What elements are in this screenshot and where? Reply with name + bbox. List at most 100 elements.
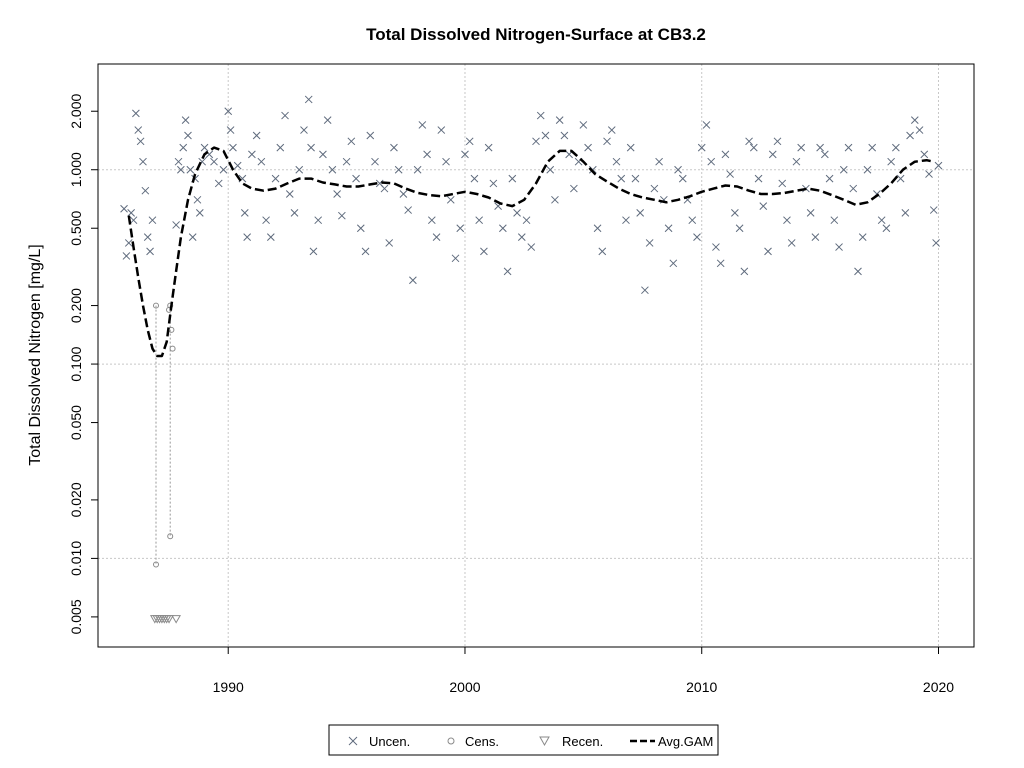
uncensored-point — [882, 224, 891, 233]
uncensored-point — [446, 195, 455, 204]
uncensored-point — [536, 111, 545, 120]
uncensored-point — [849, 184, 858, 193]
uncensored-point — [432, 233, 441, 241]
uncensored-point — [783, 216, 791, 225]
uncensored-point — [427, 216, 436, 225]
uncensored-point — [731, 208, 739, 217]
uncensored-point — [342, 157, 351, 166]
uncensored-point — [271, 174, 280, 183]
uncensored-point — [636, 208, 645, 217]
uncensored-point — [281, 111, 289, 120]
y-axis-label: Total Dissolved Nitrogen [mg/L] — [27, 244, 44, 465]
uncensored-point — [146, 247, 154, 256]
uncensored-point — [825, 174, 834, 183]
uncensored-point — [551, 195, 559, 204]
uncensored-point — [193, 195, 202, 204]
legend-label-censored: Cens. — [465, 734, 499, 749]
uncensored-point — [413, 165, 422, 174]
uncensored-point — [423, 150, 431, 159]
legend-icon-recensored — [539, 736, 550, 747]
legend-icon-uncensored — [348, 736, 358, 746]
uncensored-point — [721, 150, 730, 159]
uncensored-point — [716, 259, 725, 268]
legend-icon-censored — [447, 737, 455, 745]
uncensored-point — [179, 143, 188, 152]
uncensored-point — [707, 157, 716, 166]
uncensored-point — [143, 233, 152, 241]
uncensored-point — [641, 286, 649, 295]
uncensored-point — [920, 150, 929, 159]
uncensored-point — [295, 165, 304, 174]
uncensored-point — [868, 143, 877, 152]
uncensored-point — [188, 233, 197, 241]
uncensored-point — [593, 224, 602, 233]
y-tick-label: 1.000 — [68, 152, 84, 187]
uncensored-point — [276, 143, 285, 152]
uncensored-point — [792, 157, 801, 166]
uncensored-point — [664, 224, 673, 233]
uncensored-point — [219, 165, 228, 174]
uncensored-point — [461, 150, 469, 159]
legend: Uncen. Cens. Recen. Avg.GAM — [328, 724, 719, 756]
uncensored-point — [839, 165, 848, 174]
uncensored-point — [622, 216, 630, 225]
uncensored-point — [626, 143, 635, 152]
uncensored-point — [262, 216, 270, 225]
x-tick-label: 2020 — [923, 679, 954, 695]
uncensored-point — [820, 150, 829, 159]
uncensored-point — [541, 131, 550, 140]
uncensored-point — [390, 143, 398, 152]
x-axis: 1990 2000 2010 2020 — [213, 646, 954, 695]
uncensored-point — [214, 179, 223, 188]
uncensored-point — [240, 208, 249, 217]
y-tick-label: 0.100 — [68, 346, 84, 381]
uncensored-point — [394, 165, 403, 174]
uncensored-point — [132, 109, 140, 118]
uncensored-point — [612, 157, 621, 166]
uncensored-point — [172, 221, 180, 229]
uncensored-point — [735, 224, 744, 233]
y-axis: 0.005 0.010 0.020 0.050 0.100 0.200 0.500 1.000… — [68, 94, 99, 634]
uncensored-point — [184, 131, 192, 140]
uncensored-point — [352, 174, 360, 183]
uncensored-point — [347, 137, 356, 146]
uncensored-point — [233, 161, 242, 170]
uncensored-point — [697, 143, 706, 152]
y-tick-label: 0.020 — [68, 482, 84, 517]
uncensored-point — [503, 267, 512, 276]
uncensored-point — [811, 233, 820, 241]
uncensored-point — [141, 186, 150, 195]
uncensored-point — [323, 116, 332, 124]
uncensored-point — [475, 216, 484, 225]
uncensored-point — [598, 247, 607, 256]
plot-area — [120, 95, 943, 624]
uncensored-point — [527, 243, 536, 251]
y-tick-label: 2.000 — [68, 94, 84, 129]
uncensored-point — [513, 208, 521, 217]
uncensored-point — [134, 126, 143, 134]
uncensored-point — [560, 131, 569, 140]
uncensored-point — [778, 179, 787, 188]
uncensored-point — [617, 174, 626, 183]
uncensored-point — [136, 137, 145, 146]
uncensored-point — [371, 157, 379, 166]
uncensored-point — [399, 190, 408, 198]
uncensored-point — [863, 165, 872, 174]
uncensored-point — [356, 224, 365, 233]
uncensored-point — [693, 233, 701, 241]
uncensored-point — [854, 267, 862, 276]
uncensored-point — [437, 126, 446, 134]
uncensored-point — [229, 143, 237, 152]
uncensored-point — [484, 143, 493, 152]
uncensored-point — [726, 170, 734, 178]
legend-label-recensored: Recen. — [562, 734, 603, 749]
uncensored-point — [470, 174, 479, 183]
uncensored-point — [764, 247, 772, 256]
uncensored-point — [929, 206, 938, 214]
uncensored-point — [124, 239, 133, 247]
uncensored-point — [380, 184, 389, 193]
uncensored-point — [186, 165, 195, 174]
uncensored-point — [655, 157, 663, 166]
uncensored-point — [546, 165, 555, 174]
uncensored-point — [122, 252, 131, 260]
